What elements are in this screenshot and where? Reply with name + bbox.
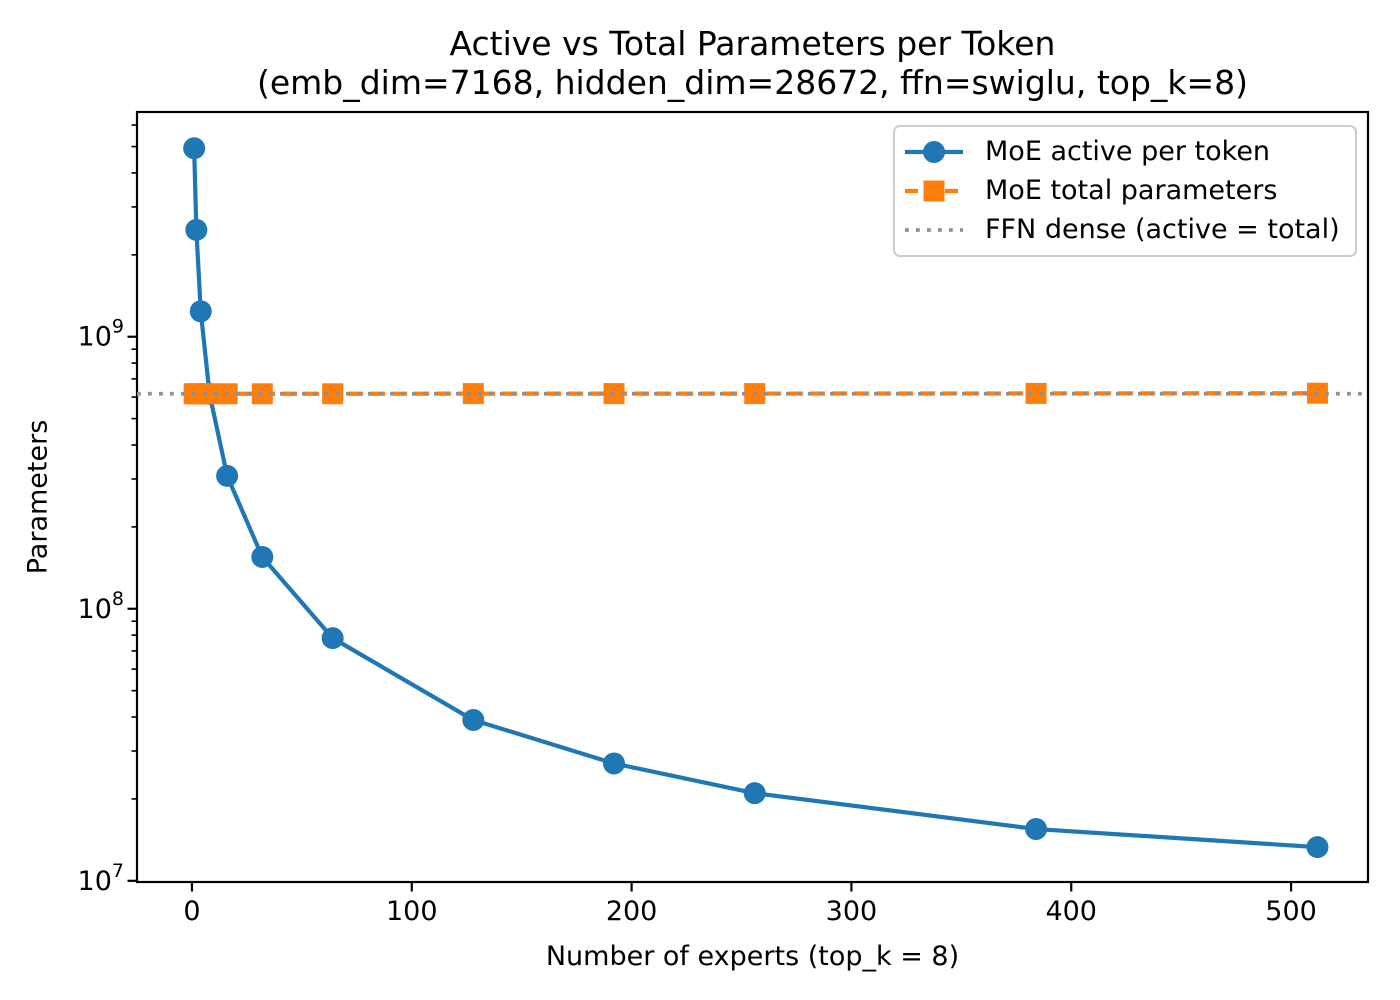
y-axis-label: Parameters: [22, 419, 54, 575]
legend: MoE active per token MoE total parameters…: [893, 125, 1357, 257]
x-tick-label: 200: [606, 896, 658, 927]
legend-item-1: MoE total parameters: [903, 174, 1347, 206]
axes-frame: [135, 110, 1370, 884]
x-axis-label: Number of experts (top_k = 8): [545, 941, 960, 972]
moe-active-point: [603, 752, 626, 775]
moe-active-point: [183, 137, 206, 160]
moe-active-point: [743, 782, 766, 805]
moe-total-point: [462, 383, 484, 405]
chart-title: Active vs Total Parameters per Token (em…: [137, 24, 1368, 102]
moe-active-point: [216, 464, 239, 487]
chart-title-line2: (emb_dim=7168, hidden_dim=28672, ffn=swi…: [256, 63, 1249, 102]
x-tick-label: 300: [826, 896, 878, 927]
legend-marker-circle-icon: [905, 140, 963, 163]
x-tick-label: 500: [1265, 896, 1317, 927]
x-tick-label: 100: [386, 896, 438, 927]
moe-active-point: [1306, 836, 1329, 859]
legend-label: MoE total parameters: [985, 174, 1278, 206]
moe-active-point: [1025, 818, 1048, 841]
legend-marker-square-icon: [905, 180, 963, 202]
x-tick-label: 0: [183, 896, 200, 927]
series-moe-active-line: [192, 148, 1318, 850]
moe-total-point: [1025, 382, 1047, 404]
moe-active-point: [185, 218, 208, 241]
moe-total-point: [603, 383, 625, 405]
legend-label: MoE active per token: [985, 135, 1271, 167]
legend-marker-dotted-icon: [905, 228, 963, 233]
legend-item-2: FFN dense (active = total): [903, 215, 1347, 245]
y-tick-label: 107: [78, 860, 124, 897]
y-tick-label: 109: [78, 316, 124, 353]
legend-item-0: MoE active per token: [903, 135, 1347, 167]
moe-active-point: [321, 627, 344, 650]
moe-active-point: [189, 300, 212, 323]
moe-total-point: [251, 383, 273, 405]
legend-label: FFN dense (active = total): [985, 214, 1340, 246]
moe-active-point: [251, 545, 274, 568]
moe-total-point: [322, 383, 344, 405]
moe-active-point: [462, 709, 485, 732]
y-tick-label: 108: [78, 588, 124, 625]
moe-total-point: [199, 383, 221, 405]
chart-title-line1: Active vs Total Parameters per Token: [449, 24, 1056, 63]
x-tick-label: 400: [1045, 896, 1097, 927]
